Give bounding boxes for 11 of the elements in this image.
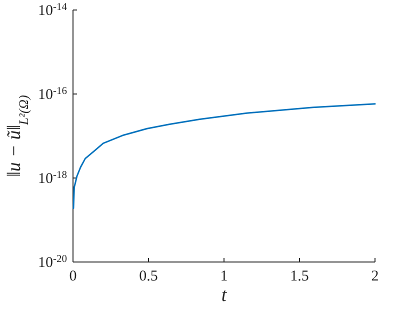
x-tick-label: 0 <box>69 268 77 285</box>
y-tick-label: 10$^{-20}$ <box>38 253 67 271</box>
y-tick-label: 10$^{-18}$ <box>38 169 67 187</box>
x-tick-label: 2 <box>371 268 379 285</box>
x-axis-title: t <box>221 285 228 306</box>
x-tick-label: 0.5 <box>139 268 158 285</box>
line-series <box>72 103 376 210</box>
y-tick-label: 10$^{-14}$ <box>38 1 68 19</box>
x-tick-label: 1.5 <box>290 268 309 285</box>
x-tick-label: 1 <box>220 268 228 285</box>
y-tick-label: 10$^{-16}$ <box>38 85 67 103</box>
